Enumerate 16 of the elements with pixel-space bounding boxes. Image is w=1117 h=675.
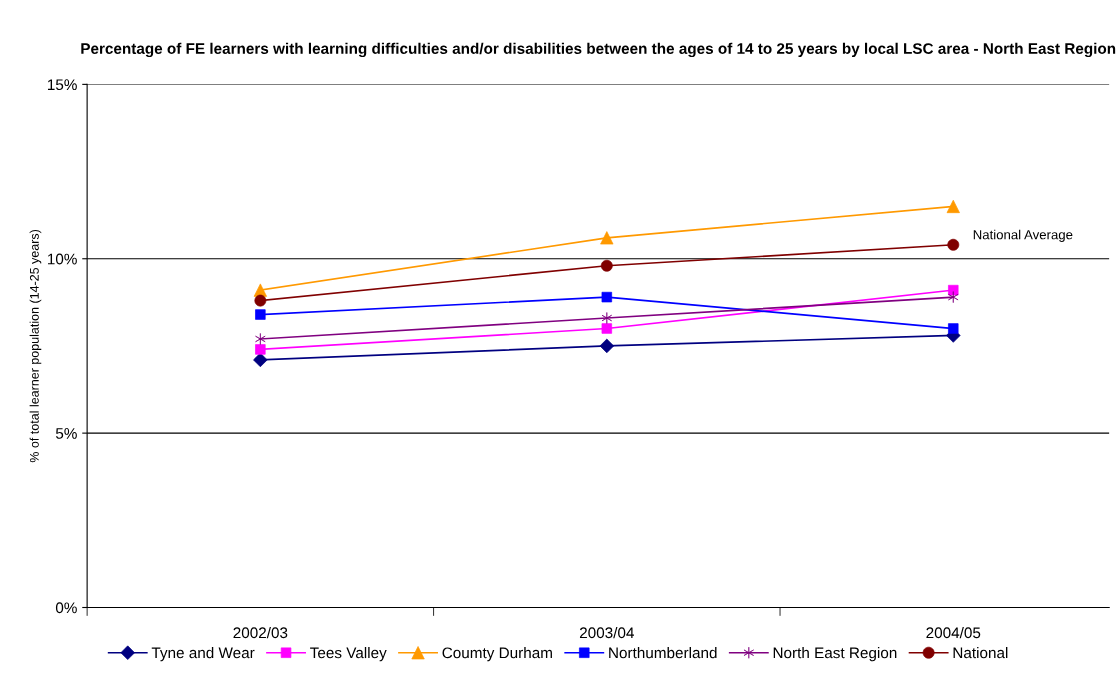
legend-label: Coumty Durham [442,647,552,662]
y-tick-label: 5% [55,428,77,439]
legend-label: North East Region [773,647,897,662]
annotation: National Average [973,229,1073,242]
y-tick-label: 0% [55,602,77,614]
legend-label: Northumberland [609,647,717,659]
y-axis-title: % of total learner population (14-25 years) [29,229,42,463]
legend-label: Tees Valley [310,647,387,662]
y-tick-label: 10% [47,253,77,265]
legend-label: Tyne and Wear [151,647,255,662]
x-tick-label: 2003/04 [579,626,634,639]
chart-title: Percentage of FE learners with learning difficulties and/or disabilities between the ages of 14 to 25 years by local LSC area - North East Region [81,42,1116,58]
x-tick-label: 2002/03 [233,626,288,639]
legend-label: National [953,647,1008,659]
y-tick-label: 15% [47,79,77,91]
x-tick-label: 2004/05 [926,626,981,639]
